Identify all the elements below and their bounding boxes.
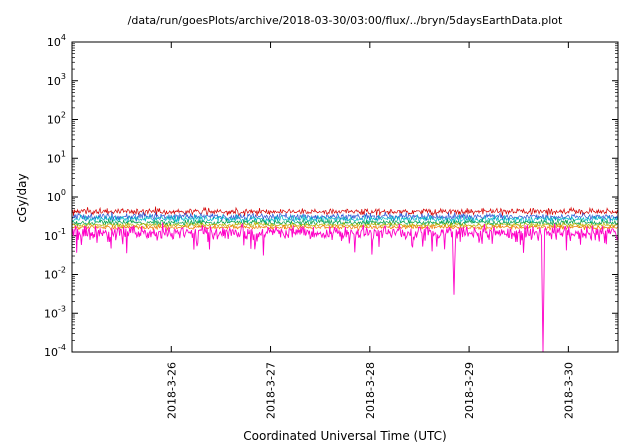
x-tick-label: 2018-3-28 xyxy=(364,362,377,419)
series-line-magenta-band xyxy=(71,222,619,353)
series-line-cyan-band xyxy=(71,213,619,225)
x-tick-label: 2018-3-30 xyxy=(562,362,575,419)
x-axis-label: Coordinated Universal Time (UTC) xyxy=(243,429,447,443)
y-axis-label: cGy/day xyxy=(15,173,29,223)
y-tick-label: 10-4 xyxy=(44,343,66,359)
y-tick-label: 101 xyxy=(47,149,66,165)
x-tick-label: 2018-3-27 xyxy=(265,362,278,419)
plot-border xyxy=(71,41,619,353)
y-tick-label: 100 xyxy=(47,188,66,204)
x-tick-label: 2018-3-29 xyxy=(463,362,476,419)
y-tick-label: 103 xyxy=(47,72,66,88)
y-tick-label: 102 xyxy=(47,111,66,127)
series-line-red-band xyxy=(71,206,619,217)
chart-title: /data/run/goesPlots/archive/2018-03-30/0… xyxy=(127,14,563,27)
x-tick-label: 2018-3-26 xyxy=(165,362,178,419)
y-tick-label: 10-2 xyxy=(44,266,66,282)
y-tick-label: 104 xyxy=(47,33,66,49)
y-tick-label: 10-3 xyxy=(44,304,66,320)
y-tick-label: 10-1 xyxy=(44,227,66,243)
series-line-green-band xyxy=(71,218,619,228)
